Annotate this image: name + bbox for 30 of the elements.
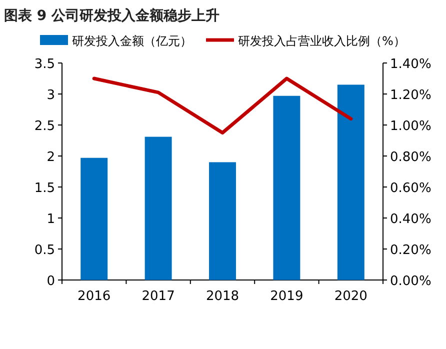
x-tick-label: 2020 [334,289,368,304]
y2-tick-label: 0.40% [390,212,432,227]
y-tick-label: 1.5 [34,181,55,196]
bar [209,162,236,280]
chart-title: 图表 9 公司研发投入金额稳步上升 [4,7,220,24]
y2-tick-label: 1.00% [390,119,432,134]
x-tick-label: 2017 [142,289,175,304]
y2-tick-label: 1.40% [390,57,432,72]
line-series [92,76,353,134]
y-tick-label: 2.5 [34,119,55,134]
y2-tick-label: 0.20% [390,243,432,258]
y2-tick-label: 0.00% [390,274,432,289]
bar [80,158,108,280]
y2-tick-label: 1.20% [390,88,432,103]
x-tick-label: 2019 [270,289,304,304]
x-tick-label: 2018 [206,289,240,304]
y-tick-label: 0.5 [34,243,55,258]
y-tick-label: 2 [46,150,55,165]
y-tick-label: 1 [46,212,55,227]
legend-label: 研发投入占营业收入比例（%） [238,34,406,48]
y-tick-label: 0 [46,274,55,289]
y-tick-label: 3.5 [34,57,55,72]
bar [273,96,300,280]
bar [337,84,364,280]
x-tick-label: 2016 [78,289,111,304]
y2-tick-label: 0.80% [390,150,432,165]
y-tick-label: 3 [46,88,55,103]
legend-label: 研发投入金额（亿元） [72,34,192,48]
bar [144,136,172,280]
y2-tick-label: 0.60% [390,181,432,196]
